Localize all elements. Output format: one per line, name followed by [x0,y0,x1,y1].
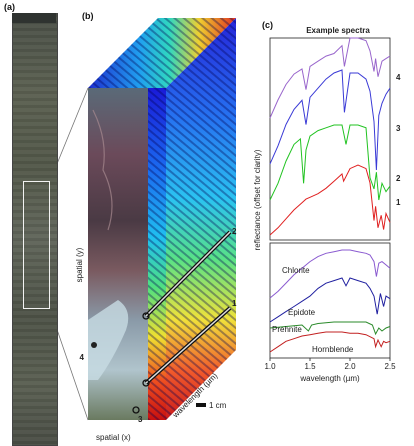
marker-circle-2 [142,312,150,320]
y-axis-label: reflectance (offset for clarity) [253,149,262,250]
hyperspectral-cube: 4 3 2 1 spatial (y) spatial (x) waveleng… [58,18,237,442]
spectra-title: Example spectra [306,26,370,35]
marker-label-4: 4 [80,353,85,362]
panel-b-label: (b) [82,11,94,21]
spectrum-line-2 [269,124,391,201]
panel-a-label: (a) [4,2,15,12]
spectra-figure: Example spectra reflectance (offset for … [253,26,401,383]
spectrum-line-4 [269,37,391,119]
marker-circle-4 [91,342,97,348]
series-label-3: 3 [396,124,401,133]
marker-circle-1 [142,379,150,387]
marker-circle-3 [132,406,140,414]
x-tick-label: 2.5 [384,362,396,371]
panel-c-label: (c) [262,20,273,30]
lower-plot-frame [269,242,391,359]
upper-series-group [269,37,391,236]
scale-bar [196,403,206,407]
reference-spectrum-epidote [269,277,391,323]
reference-spectrum-hornblende [269,331,391,353]
x-tick-label: 2.0 [344,362,356,371]
mineral-label-chlorite: Chlorite [282,266,310,275]
marker-label-3: 3 [138,415,143,424]
x-tick-label: 1.0 [264,362,276,371]
series-label-2: 2 [396,174,401,183]
spectrum-line-1 [269,164,391,236]
lower-series-group [269,249,391,353]
marker-label-1: 1 [232,299,237,308]
scale-bar-label: 1 cm [209,401,227,410]
series-label-4: 4 [396,73,401,82]
mineral-label-prehnite: Prehnite [272,325,302,334]
x-tick-label: 1.5 [304,362,316,371]
marker-label-2: 2 [232,227,237,236]
spatial-x-label: spatial (x) [96,433,131,442]
zoom-region-box [23,181,50,309]
reference-spectrum-prehnite [269,321,391,336]
core-top-shadow [12,13,56,23]
upper-plot-frame [269,37,391,241]
series-label-1: 1 [396,198,401,207]
x-axis-label: wavelength (µm) [299,374,360,383]
spectrum-line-3 [269,69,391,171]
spatial-y-label: spatial (y) [75,247,84,282]
mineral-label-hornblende: Hornblende [312,345,354,354]
x-tick-group: 1.0 1.5 2.0 2.5 [264,358,396,371]
reference-spectrum-chlorite [269,249,391,299]
mineral-label-epidote: Epidote [288,308,316,317]
